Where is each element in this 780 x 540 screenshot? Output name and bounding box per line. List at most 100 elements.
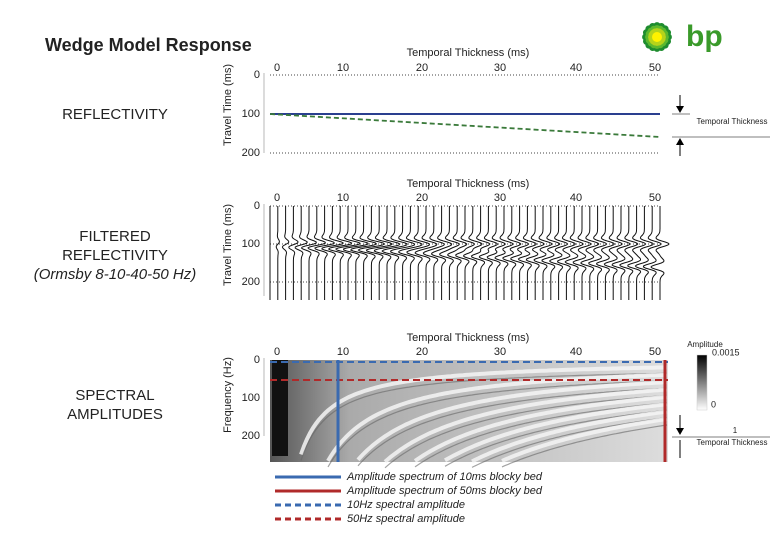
panel-label: REFLECTIVITY [62,106,168,123]
spectral-dark [272,360,288,456]
x-axis-title: Temporal Thickness (ms) [407,47,530,59]
wiggle-trace [275,206,280,300]
y-tick-label: 200 [242,147,260,159]
y-tick-label: 200 [242,276,260,288]
y-tick-label: 0 [254,354,260,366]
wiggle-trace [502,206,522,300]
y-tick-label: 0 [254,200,260,212]
x-tick-label: 20 [416,192,428,204]
logo: bp [642,20,723,53]
wiggle-trace [619,206,639,300]
wiggle-trace [642,206,662,300]
notch [299,365,667,456]
x-axis-title: Temporal Thickness (ms) [407,178,530,190]
wiggle-trace [446,206,468,300]
x-tick-label: 30 [494,192,506,204]
notch-dark [357,387,668,467]
x-tick-label: 10 [337,346,349,358]
y-tick-label: 200 [242,430,260,442]
panel-label: (Ormsby 8-10-40-50 Hz) [34,266,197,283]
marker-label: Temporal Thickness [697,438,768,447]
x-tick-label: 40 [570,62,582,74]
notch-dark [327,380,668,468]
wiggle-trace [470,206,491,300]
notch [444,402,668,463]
wiggle-trace [588,206,608,300]
wiggle-trace [335,206,361,300]
wiggle-trace [414,206,438,300]
x-tick-label: 10 [337,192,349,204]
wiggle-trace [327,206,353,300]
x-tick-label: 30 [494,62,506,74]
arrow-head [676,428,684,435]
wiggle-trace [390,206,416,300]
wiggle-trace [422,206,445,300]
notch [356,380,668,462]
colorbar-title: Amplitude [687,340,723,349]
wiggle-trace [510,206,530,300]
y-tick-label: 0 [254,69,260,81]
y-axis-title: Frequency (Hz) [222,357,234,433]
wiggle-trace [517,206,538,300]
title: Wedge Model Response [45,35,252,55]
wiggle-trace [580,206,600,300]
x-tick-label: 20 [416,346,428,358]
panel-label: REFLECTIVITY [62,247,168,264]
wiggle-trace [650,206,670,300]
wiggle-trace [525,206,545,300]
panel-label: FILTERED [79,228,151,245]
wiggle-trace [281,206,290,300]
y-tick-label: 100 [242,108,260,120]
wiggle-trace [438,206,460,300]
y-tick-label: 100 [242,238,260,250]
panel-label: SPECTRAL [75,387,154,404]
notch [383,387,668,464]
legend-label: Amplitude spectrum of 10ms blocky bed [346,471,543,483]
panel-label: AMPLITUDES [67,406,163,423]
wiggle-trace [455,206,476,300]
y-tick-label: 100 [242,392,260,404]
colorbar [696,354,708,411]
arrow-head [676,138,684,145]
notch [501,417,668,463]
wiggle-trace [462,206,483,300]
wiggle-trace [557,206,577,300]
wiggle-trace [373,206,401,300]
wiggle-trace [350,206,378,300]
wiggle-trace [611,206,631,300]
wiggle-trace [365,206,394,300]
x-tick-label: 30 [494,346,506,358]
wiggle-trace [595,206,616,300]
wiggle-trace [307,206,327,300]
notch-dark [444,409,668,467]
wiggle-trace [294,206,308,300]
notch-dark [501,424,668,468]
wiggle-trace [342,206,369,300]
x-tick-label: 0 [274,62,280,74]
wiggle-trace [314,206,336,300]
notch [471,409,668,464]
notch [326,372,668,462]
colorbar-min: 0 [711,399,716,409]
wiggle-trace [406,206,430,300]
wiggle-trace [541,206,561,300]
wiggle-trace [486,206,507,300]
x-tick-label: 40 [570,192,582,204]
legend-label: Amplitude spectrum of 50ms blocky bed [346,485,543,497]
x-axis-title: Temporal Thickness (ms) [407,332,530,344]
colorbar-max: 0.0015 [712,347,740,357]
x-tick-label: 20 [416,62,428,74]
wiggle-trace [548,206,569,300]
wiggle-trace [288,206,299,300]
wiggle-trace [564,206,584,300]
wiggle-trace [321,206,345,300]
wiggle-trace [478,206,499,300]
notch-dark [414,402,668,468]
wiggle-trace [627,206,647,300]
notch-dark [384,394,668,469]
marker-value: 1 [733,426,738,435]
wiggle-trace [494,206,514,300]
wiggle-trace [572,206,592,300]
x-tick-label: 10 [337,62,349,74]
